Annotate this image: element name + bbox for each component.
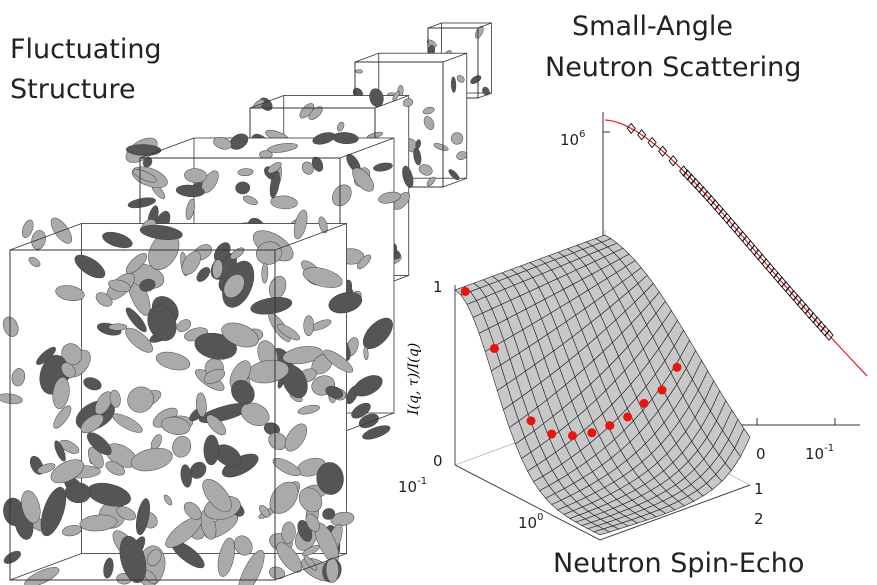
blob: [355, 70, 362, 74]
nse-z-label: I(q, τ)/I(q): [406, 343, 422, 416]
blob: [204, 435, 219, 465]
box: [0, 209, 364, 585]
nse-q-tick: 100: [518, 512, 543, 532]
data-point: [640, 399, 649, 408]
blob: [61, 524, 82, 538]
data-point: [490, 344, 499, 353]
nse-surface: [455, 230, 750, 540]
blob: [2, 549, 23, 567]
data-point: [527, 416, 536, 425]
blob: [0, 315, 21, 339]
nse-title: Neutron Spin-Echo: [553, 548, 804, 579]
nse-tau-tick: 2: [754, 510, 764, 528]
blob: [54, 283, 85, 302]
nse-z-tick: 1: [433, 278, 443, 296]
blob: [304, 315, 314, 335]
data-point: [623, 412, 632, 421]
nse-z-tick: 0: [433, 452, 443, 470]
blob: [109, 324, 127, 331]
left-title-line: Fluctuating: [10, 34, 162, 65]
nse-q-tick: 10-1: [398, 476, 427, 496]
data-point: [673, 363, 682, 372]
sans-title-line: Small-Angle: [572, 11, 733, 42]
data-point: [587, 428, 596, 437]
sans-x-tick: 0: [756, 445, 766, 463]
blob: [30, 229, 48, 251]
blob: [0, 392, 23, 405]
blob: [127, 196, 156, 210]
blob: [102, 557, 114, 579]
blob: [22, 564, 61, 585]
figure: Fluctuating Structure Small-Angle Neutro…: [0, 0, 877, 585]
blob: [27, 255, 42, 269]
structure-boxes: [0, 23, 492, 585]
sans-y-tick: 106: [560, 129, 585, 149]
blob: [259, 151, 272, 159]
nse-tau-tick: 1: [754, 480, 764, 498]
blob: [451, 77, 456, 93]
blob: [268, 565, 287, 581]
sans-x-tick: 10-1: [805, 443, 834, 463]
blob: [11, 367, 27, 387]
left-title-line: Structure: [10, 74, 136, 105]
data-point: [658, 386, 667, 395]
data-point: [568, 431, 577, 440]
sans-title-line: Neutron Scattering: [545, 52, 801, 83]
data-point: [461, 287, 470, 296]
data-point: [605, 421, 614, 430]
data-point: [547, 429, 556, 438]
